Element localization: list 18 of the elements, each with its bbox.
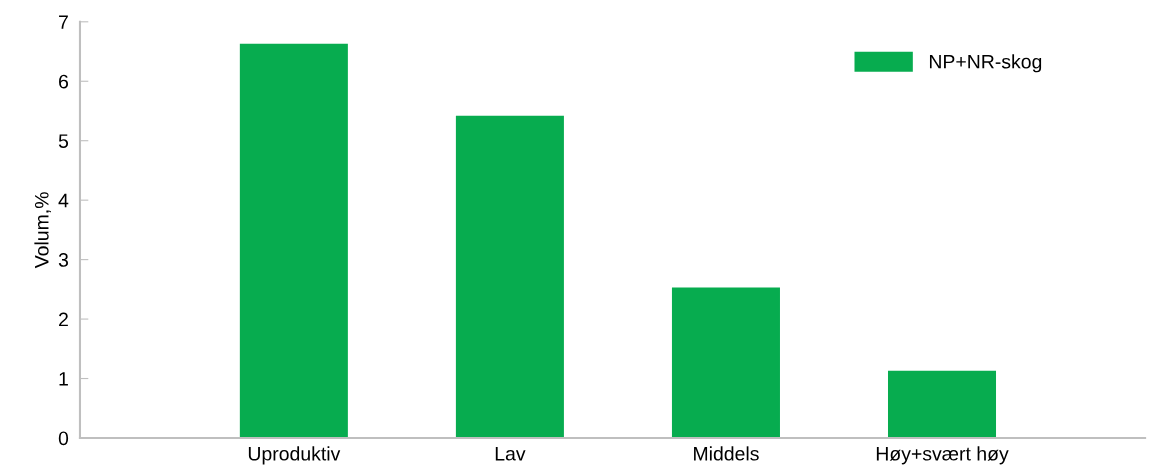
x-tick-label: Middels xyxy=(694,446,759,461)
y-tick-label: 2 xyxy=(59,312,68,327)
bar xyxy=(887,370,997,438)
y-axis-title: Volum,% xyxy=(34,192,51,269)
y-tick-label: 6 xyxy=(59,74,69,89)
x-tick-label: Lav xyxy=(495,447,526,461)
y-tick-label: 4 xyxy=(58,193,69,208)
y-tick-label: 0 xyxy=(58,431,69,446)
bar xyxy=(239,43,348,438)
bar xyxy=(455,115,564,438)
x-tick-label: Høy+svært høy xyxy=(876,446,1009,465)
y-tick-label: 3 xyxy=(58,253,69,267)
y-tick-label: 7 xyxy=(59,15,68,29)
x-tick-label: Uproduktiv xyxy=(248,446,341,465)
y-tick-label: 5 xyxy=(58,134,69,148)
legend-label: NP+NR-skog xyxy=(929,54,1042,73)
y-tick-label: 1 xyxy=(59,372,68,386)
bar xyxy=(671,287,780,438)
